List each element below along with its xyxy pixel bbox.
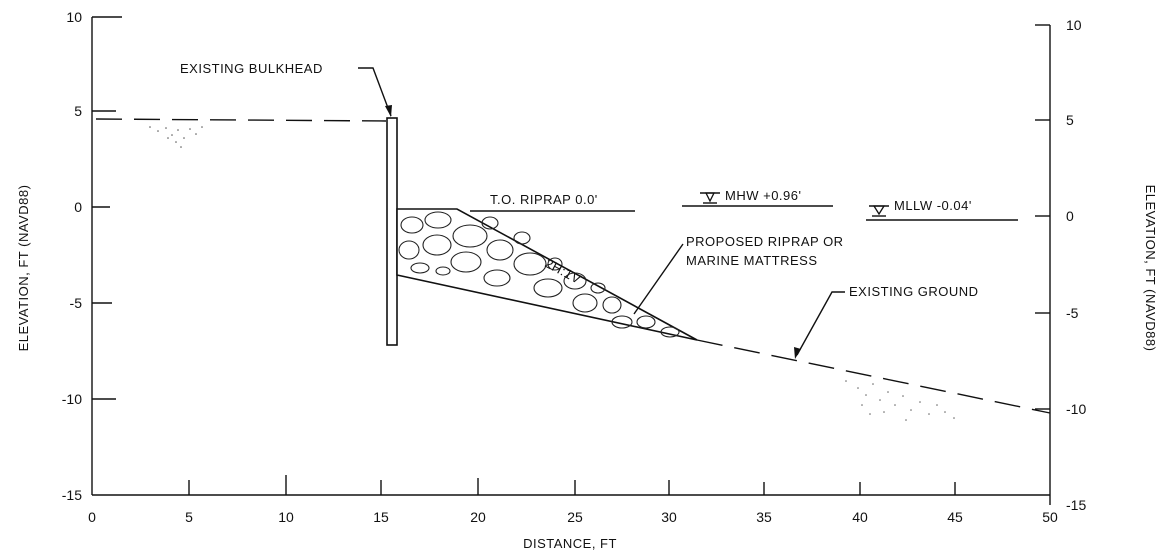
- y-tick-left-neg15: -15: [62, 487, 82, 503]
- riprap-leader: [633, 243, 684, 315]
- y-axis-label-left: ELEVATION, FT (NAVD88): [16, 185, 31, 352]
- left-y-ticks: [92, 16, 122, 400]
- ground-leader: [796, 291, 845, 356]
- x-tick-0: 0: [88, 509, 96, 525]
- y-tick-right-neg15: -15: [1066, 497, 1086, 513]
- y-tick-right-neg5: -5: [1066, 305, 1079, 321]
- mhw-label: MHW +0.96': [725, 188, 801, 203]
- ground-stipple: [845, 380, 955, 421]
- x-tick-30: 30: [661, 509, 677, 525]
- riprap-stones: [398, 211, 680, 338]
- x-ticks: [188, 475, 956, 495]
- mllw-label: MLLW -0.04': [894, 198, 972, 213]
- y-tick-right-5: 5: [1066, 112, 1074, 128]
- y-tick-right-neg10: -10: [1066, 401, 1086, 417]
- y-tick-left-neg10: -10: [62, 391, 82, 407]
- x-axis-label: DISTANCE, FT: [523, 536, 617, 551]
- ground-label: EXISTING GROUND: [849, 284, 979, 299]
- bulkhead-arrow: [385, 105, 392, 117]
- ground-arrow: [794, 347, 801, 359]
- x-tick-25: 25: [567, 509, 583, 525]
- existing-ground-line: [696, 339, 1051, 414]
- bulkhead-label: EXISTING BULKHEAD: [180, 61, 323, 76]
- top-riprap-label: T.O. RIPRAP 0.0': [490, 192, 598, 207]
- x-tick-15: 15: [373, 509, 389, 525]
- riprap-label-line2: MARINE MATTRESS: [686, 253, 818, 268]
- mllw-water-symbol: [872, 205, 886, 216]
- y-tick-left-10: 10: [66, 9, 82, 25]
- y-tick-left-0: 0: [74, 199, 82, 215]
- x-tick-20: 20: [470, 509, 486, 525]
- right-y-ticks: [1035, 24, 1050, 410]
- upland-stipple: [149, 126, 203, 148]
- y-tick-right-10: 10: [1066, 17, 1082, 33]
- y-axis-label-right: ELEVATION, FT (NAVD88): [1143, 185, 1158, 352]
- x-tick-40: 40: [852, 509, 868, 525]
- x-tick-35: 35: [756, 509, 772, 525]
- upland-ground-line: [95, 118, 387, 122]
- bulkhead-leader: [358, 67, 392, 117]
- x-tick-5: 5: [185, 509, 193, 525]
- y-tick-left-neg5: -5: [70, 295, 83, 311]
- x-tick-50: 50: [1042, 509, 1058, 525]
- bulkhead-wall: [386, 117, 398, 346]
- x-tick-45: 45: [947, 509, 963, 525]
- y-tick-left-5: 5: [74, 103, 82, 119]
- riprap-label-line1: PROPOSED RIPRAP OR: [686, 234, 844, 249]
- x-tick-10: 10: [278, 509, 294, 525]
- mhw-water-symbol: [704, 192, 716, 203]
- y-tick-right-0: 0: [1066, 208, 1074, 224]
